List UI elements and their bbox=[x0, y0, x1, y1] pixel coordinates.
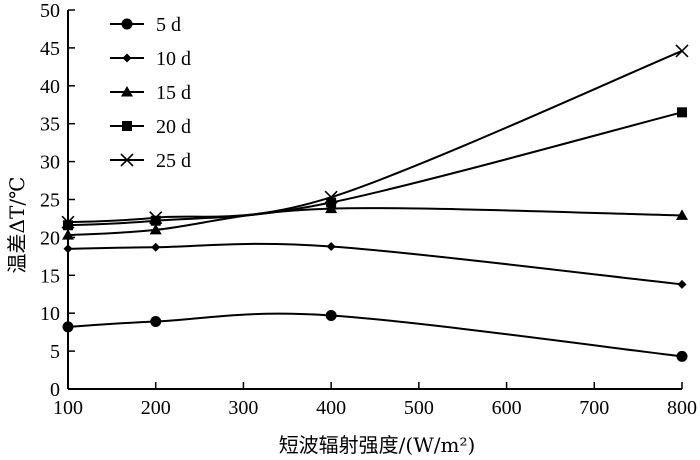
y-tick-label: 50 bbox=[40, 0, 60, 22]
series-10-d bbox=[63, 241, 687, 289]
data-point bbox=[326, 197, 337, 208]
legend-label: 5 d bbox=[156, 14, 181, 36]
data-point bbox=[62, 321, 74, 333]
x-tick-label: 700 bbox=[579, 397, 609, 419]
data-point bbox=[62, 229, 74, 240]
y-tick-label: 5 bbox=[50, 341, 60, 363]
data-point bbox=[325, 202, 338, 214]
legend: 5 d 10 d 15 d 20 d 25 d bbox=[110, 14, 191, 172]
legend-item: 5 d bbox=[110, 14, 181, 36]
legend-marker bbox=[122, 121, 132, 131]
axes: 0 5 10 15 20 25 30 35 40 45 50 100 200 300 400 500 600 70… bbox=[40, 0, 697, 419]
y-axis-title: 温差ΔT/℃ bbox=[5, 177, 29, 274]
x-tick-label: 300 bbox=[228, 397, 258, 419]
legend-label: 25 d bbox=[156, 150, 191, 172]
legend-label: 15 d bbox=[156, 82, 191, 104]
x-tick-label: 500 bbox=[404, 397, 434, 419]
data-point bbox=[149, 211, 163, 225]
x-tick-label: 600 bbox=[492, 397, 522, 419]
series-line bbox=[67, 242, 683, 286]
legend-marker bbox=[121, 18, 133, 30]
y-tick-label: 30 bbox=[40, 152, 60, 174]
x-tick-label: 200 bbox=[141, 397, 171, 419]
legend-item: 25 d bbox=[110, 150, 191, 172]
y-tick-label: 0 bbox=[50, 379, 60, 401]
legend-item: 15 d bbox=[110, 82, 191, 104]
legend-marker bbox=[122, 53, 132, 63]
y-tick-label: 45 bbox=[40, 38, 60, 60]
data-point bbox=[63, 220, 73, 231]
y-tick-label: 25 bbox=[40, 190, 60, 212]
series-25-d bbox=[61, 44, 689, 229]
legend-item: 20 d bbox=[110, 116, 191, 138]
data-point bbox=[150, 316, 162, 328]
data-point bbox=[676, 350, 688, 362]
data-point bbox=[677, 279, 687, 289]
data-point bbox=[677, 107, 687, 118]
series-line bbox=[67, 111, 683, 227]
y-tick-label: 15 bbox=[40, 265, 60, 287]
series-20-d bbox=[63, 107, 687, 231]
legend-label: 20 d bbox=[156, 116, 191, 138]
y-tick-label: 10 bbox=[40, 303, 60, 325]
y-tick-label: 20 bbox=[40, 227, 60, 249]
series-line bbox=[67, 50, 683, 224]
data-point bbox=[61, 215, 75, 229]
x-axis-title: 短波辐射强度/(W/m²) bbox=[279, 433, 476, 457]
data-point bbox=[150, 215, 161, 226]
series-5-d bbox=[62, 309, 688, 362]
legend-marker bbox=[121, 86, 133, 97]
series-line bbox=[67, 312, 683, 358]
legend-label: 10 d bbox=[156, 48, 191, 70]
data-point bbox=[676, 209, 688, 220]
data-point bbox=[326, 241, 336, 251]
data-point bbox=[324, 190, 338, 204]
series-layer bbox=[61, 44, 689, 362]
legend-item: 10 d bbox=[110, 48, 191, 70]
data-point bbox=[675, 44, 689, 58]
data-point bbox=[63, 244, 73, 254]
x-tick-label: 400 bbox=[316, 397, 346, 419]
data-point bbox=[325, 309, 337, 321]
data-point bbox=[149, 223, 162, 235]
legend-marker bbox=[120, 153, 134, 167]
data-point bbox=[151, 242, 161, 252]
y-tick-label: 35 bbox=[40, 114, 60, 136]
x-tick-label: 800 bbox=[667, 397, 697, 419]
x-tick-label: 100 bbox=[53, 397, 83, 419]
y-tick-label: 40 bbox=[40, 76, 60, 98]
